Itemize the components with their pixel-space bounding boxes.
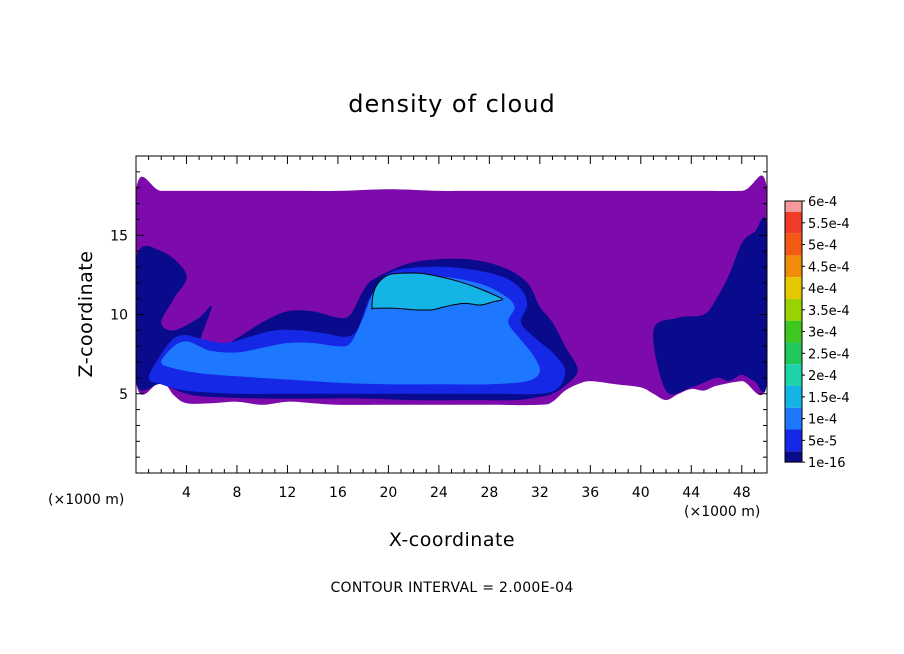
colorbar: 6e-4 5.5e-4 5e-4 4.5e-4 4e-4 3.5e-4 3e-4 2.5e-4… [784,195,850,471]
colorbar-label: 5e-5 [808,434,837,449]
z-unit-label: (×1000 m) [48,492,124,508]
colorbar-label: 1e-16 [808,456,846,471]
colorbar-swatch [785,320,802,343]
colorbar-swatch [785,364,802,386]
colorbar-swatch [785,342,802,365]
contour-interval-note: CONTOUR INTERVAL = 2.000E-04 [330,580,573,596]
density-field [136,175,767,406]
x-tick-label: 4 [182,485,191,501]
colorbar-swatch [785,255,802,278]
y-tick-label: 5 [119,387,128,403]
x-tick-label: 16 [329,485,347,501]
colorbar-label: 5.5e-4 [808,217,850,232]
x-tick-label: 44 [682,485,700,501]
x-axis-label: X-coordinate [389,529,515,551]
x-tick-label: 40 [632,485,650,501]
x-axis-ticks: 4 8 12 16 20 24 28 32 36 40 44 48 [148,156,755,501]
y-tick-label: 10 [110,308,128,324]
colorbar-label: 5e-4 [808,239,837,254]
colorbar-swatch [785,385,802,408]
colorbar-swatch [785,429,802,452]
y-axis-ticks: 5 10 15 [110,171,767,458]
colorbar-swatch [785,233,802,256]
colorbar-label: 3e-4 [808,326,837,341]
colorbar-label: 1.5e-4 [808,391,850,406]
colorbar-swatch [785,298,802,321]
contour-lines [371,272,504,311]
density-region-5 [371,272,503,311]
x-unit-label: (×1000 m) [684,504,760,520]
x-tick-label: 32 [531,485,549,501]
x-tick-label: 36 [581,485,599,501]
colorbar-swatch [785,277,802,299]
contour-line-2e-4 [371,272,504,311]
y-axis-label: Z-coordinate [75,251,97,378]
y-tick-label: 15 [110,228,128,244]
colorbar-label: 1e-4 [808,413,837,428]
colorbar-label: 6e-4 [808,195,837,210]
x-tick-label: 20 [379,485,397,501]
colorbar-swatch [785,211,802,234]
colorbar-label: 4.5e-4 [808,260,850,275]
x-tick-label: 48 [733,485,751,501]
colorbar-label: 2e-4 [808,369,837,384]
colorbar-label: 2.5e-4 [808,347,850,362]
colorbar-label: 3.5e-4 [808,304,850,319]
x-tick-label: 8 [232,485,241,501]
colorbar-swatch [785,407,802,430]
colorbar-label: 4e-4 [808,282,837,297]
density-region-2 [653,217,767,395]
x-tick-label: 12 [279,485,297,501]
x-tick-label: 24 [430,485,448,501]
x-tick-label: 28 [480,485,498,501]
colorbar-swatch [785,201,802,212]
chart-title: density of cloud [348,90,555,118]
colorbar-swatch [785,451,802,463]
